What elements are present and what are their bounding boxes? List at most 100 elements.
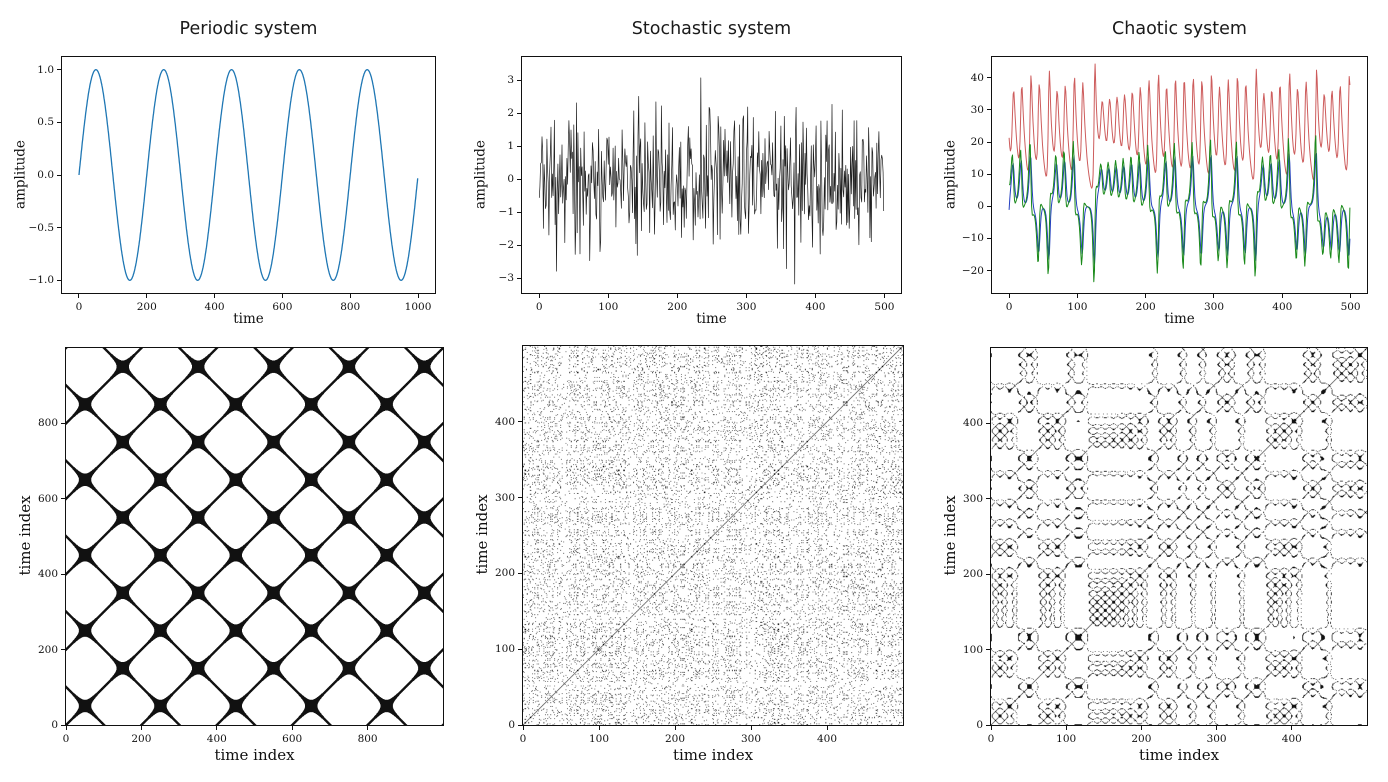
x-tick-label: 0 [519, 733, 527, 745]
y-tick-label: 0 [508, 719, 515, 731]
y-tick-mark [518, 724, 522, 726]
y-tick-label: 400 [37, 568, 58, 581]
x-tick-mark [146, 294, 148, 298]
x-tick-label: 1000 [404, 301, 432, 313]
x-tick-mark [1281, 294, 1283, 298]
plot-frame [990, 347, 1368, 726]
recurrence-matrix [66, 348, 443, 725]
x-tick-label: 200 [1131, 733, 1152, 745]
x-tick-label: 800 [340, 301, 361, 313]
y-tick-label: 800 [37, 417, 58, 430]
x-tick-label: 500 [874, 301, 895, 313]
lorenz-y-line [1008, 135, 1351, 283]
y-tick-label: 400 [962, 417, 983, 430]
y-tick-label: −3 [498, 272, 514, 285]
x-tick-label: 400 [805, 301, 826, 313]
recurrence-matrix [991, 348, 1367, 725]
x-tick-mark [78, 294, 80, 298]
x-tick-mark [1216, 726, 1218, 730]
x-tick-mark [65, 726, 67, 730]
x-tick-mark [1076, 294, 1078, 298]
y-axis-label: time index [472, 494, 491, 575]
sine-wave-line [78, 68, 419, 282]
x-tick-label: 200 [136, 301, 157, 313]
y-tick-mark [61, 724, 65, 726]
x-tick-mark [281, 294, 283, 298]
x-tick-mark [1140, 726, 1142, 730]
x-tick-mark [750, 726, 752, 730]
x-tick-mark [1350, 294, 1352, 298]
x-tick-label: 300 [736, 301, 757, 313]
signal-plot [538, 77, 885, 285]
x-tick-label: 0 [1005, 301, 1013, 313]
y-tick-mark [987, 237, 991, 239]
y-tick-mark [986, 573, 990, 575]
y-tick-mark [57, 227, 61, 229]
x-tick-label: 200 [664, 733, 686, 745]
y-tick-mark [517, 112, 521, 114]
y-axis-label: time index [15, 495, 34, 576]
y-tick-mark [57, 279, 61, 281]
x-tick-label: 0 [535, 301, 543, 313]
y-tick-label: −1 [498, 206, 514, 219]
x-tick-mark [826, 726, 828, 730]
x-tick-mark [522, 726, 524, 730]
y-tick-label: 2 [507, 107, 514, 120]
y-axis-label: time index [940, 495, 959, 576]
x-tick-mark [883, 294, 885, 298]
x-tick-label: 300 [1203, 301, 1224, 313]
x-tick-label: 500 [1340, 301, 1361, 313]
y-tick-label: −1.0 [28, 274, 55, 287]
x-tick-label: 0 [62, 733, 70, 745]
y-tick-label: 1 [507, 140, 514, 153]
plot-frame [522, 345, 904, 726]
x-tick-label: 200 [1135, 301, 1156, 313]
subplot-chaotic-recurrence: time index time index 0 100 200 300 400 0 100 2… [941, 347, 1368, 764]
signal-plot [78, 68, 419, 282]
subplot-periodic-recurrence: time index time index 0 200 400 600 800 0 200 4… [16, 347, 444, 764]
y-tick-mark [987, 77, 991, 79]
y-tick-mark [986, 649, 990, 651]
y-tick-label: 0 [507, 173, 514, 186]
y-tick-mark [517, 79, 521, 81]
y-tick-label: 100 [494, 643, 515, 656]
x-tick-label: 300 [740, 733, 762, 745]
x-tick-mark [417, 294, 419, 298]
y-tick-label: −0.5 [28, 221, 55, 234]
y-tick-mark [987, 205, 991, 207]
y-tick-mark [61, 649, 65, 651]
x-axis-label: time index [1138, 746, 1220, 764]
x-axis-label: time index [672, 746, 754, 764]
x-tick-label: 100 [1056, 733, 1077, 745]
x-tick-label: 300 [1206, 733, 1227, 745]
x-tick-mark [1213, 294, 1215, 298]
x-tick-mark [674, 726, 676, 730]
x-tick-mark [1145, 294, 1147, 298]
y-tick-mark [517, 277, 521, 279]
x-tick-mark [607, 294, 609, 298]
y-tick-mark [986, 498, 990, 500]
x-axis-label: time [696, 311, 727, 327]
y-tick-mark [986, 422, 990, 424]
y-tick-mark [986, 724, 990, 726]
signal-plot [1008, 63, 1351, 283]
y-tick-mark [987, 109, 991, 111]
x-tick-mark [538, 294, 540, 298]
x-tick-label: 400 [204, 301, 225, 313]
x-tick-mark [1291, 726, 1293, 730]
x-tick-label: 0 [987, 733, 995, 745]
x-tick-label: 600 [282, 733, 303, 745]
y-tick-mark [517, 211, 521, 213]
x-tick-mark [216, 726, 218, 730]
subplot-stochastic-recurrence: time index time index 0 100 200 300 400 0 100 2… [473, 345, 904, 764]
y-tick-label: 10 [970, 168, 984, 181]
plot-frame [65, 347, 444, 726]
y-tick-mark [517, 244, 521, 246]
y-tick-label: −2 [498, 239, 514, 252]
x-tick-label: 100 [598, 301, 619, 313]
y-tick-label: −20 [961, 264, 984, 277]
y-tick-mark [57, 174, 61, 176]
y-tick-mark [517, 145, 521, 147]
x-tick-mark [598, 726, 600, 730]
y-tick-mark [518, 648, 522, 650]
